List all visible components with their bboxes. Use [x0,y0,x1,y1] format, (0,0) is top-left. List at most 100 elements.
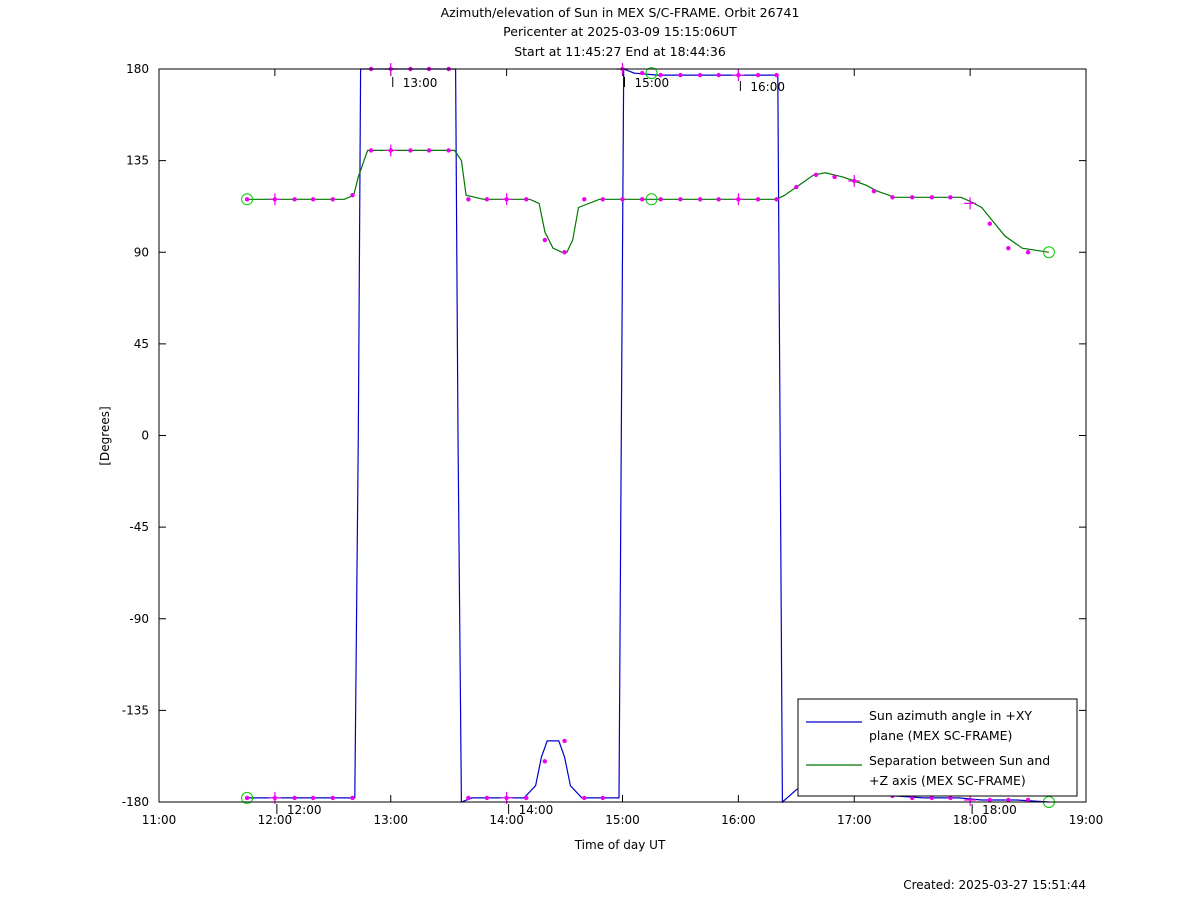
y-tick-labels: 180 135 90 45 0 -45 -90 -135 -180 [122,62,149,809]
x-tick-labels: 11:00 12:00 13:00 14:00 15:00 16:00 17:00 18:00… [142,813,1104,827]
dot-marker-29 [909,795,915,801]
x-tick-label-8: 19:00 [1069,813,1104,827]
dot-marker-56 [658,197,663,202]
dot-marker-4 [330,795,336,801]
marker-layer [241,63,1055,808]
created-timestamp: Created: 2025-03-27 15:51:44 [903,878,1086,892]
y-tick-label-0: 180 [126,62,149,76]
dot-marker-41 [368,148,374,153]
x-tick-label-4: 15:00 [605,813,640,827]
dot-marker-51 [562,250,567,255]
title-line-1: Azimuth/elevation of Sun in MEX S/C-FRAM… [441,5,800,20]
plus-marker-10 [964,197,977,210]
dot-marker-38 [310,197,316,202]
circle-marker-3 [645,67,658,80]
dot-marker-14 [524,795,529,801]
dot-marker-54 [620,197,625,202]
y-tick-label-8: -180 [122,795,149,809]
x-tick-label-6: 17:00 [837,813,872,827]
dot-marker-20 [639,70,645,76]
chart-title: Azimuth/elevation of Sun in MEX S/C-FRAM… [441,5,800,59]
x-tick-label-2: 13:00 [373,813,408,827]
dot-marker-11 [466,795,471,801]
dot-marker-37 [292,197,297,202]
dot-marker-23 [697,72,703,78]
circle-marker-4 [1042,246,1055,259]
dot-marker-52 [582,197,587,202]
dot-marker-39 [330,197,336,202]
y-tick-label-1: 135 [126,154,149,168]
dot-marker-3 [310,795,316,801]
plus-marker-9 [848,174,861,187]
y-tick-label-3: 45 [134,337,149,351]
legend: Sun azimuth angle in +XY plane (MEX SC-F… [797,698,1078,797]
legend-label-separation-1: Separation between Sun and [869,753,1050,768]
dot-marker-16 [562,738,567,744]
hour-label-4: 16:00 [750,80,785,94]
y-axis-label: [Degrees] [98,406,112,465]
dot-marker-27 [774,72,779,78]
dot-marker-22 [678,72,683,78]
x-tick-label-7: 18:00 [953,813,988,827]
x-tick-label-0: 11:00 [142,813,177,827]
hour-label-3: 15:00 [635,76,670,90]
y-tick-label-7: -135 [122,703,149,717]
legend-box [797,698,1078,797]
dot-marker-43 [408,148,413,153]
plot-frame [158,68,1087,803]
legend-label-separation-2: +Z axis (MEX SC-FRAME) [869,773,1026,788]
series-layer [247,68,1049,804]
dot-marker-72 [987,221,993,226]
dot-marker-47 [484,197,490,202]
plus-marker-8 [732,193,745,206]
dot-marker-15 [542,759,548,764]
x-tick-label-5: 16:00 [721,813,756,827]
legend-label-azimuth-2: plane (MEX SC-FRAME) [869,728,1012,743]
plus-marker-7 [732,69,745,82]
hour-label-1: 13:00 [403,76,438,90]
dot-marker-74 [1025,250,1031,255]
x-tick-label-1: 12:00 [258,813,293,827]
dot-marker-65 [832,174,837,180]
dot-marker-68 [890,195,895,200]
dot-marker-2 [292,795,297,801]
dot-marker-34 [1025,797,1031,803]
x-axis-label: Time of day UT [574,838,666,852]
hour-label-5: 18:00 [982,803,1017,817]
dot-marker-49 [524,197,529,202]
dot-marker-32 [987,797,993,803]
circle-marker-2 [645,193,658,206]
dot-marker-21 [658,72,663,78]
y-tick-label-5: -45 [129,520,149,534]
dot-marker-63 [794,184,799,190]
y-tick-label-2: 90 [134,245,149,259]
plus-marker-3 [384,144,397,157]
dot-marker-30 [929,795,935,801]
dot-marker-24 [716,72,721,78]
series-line-1 [247,149,1049,253]
dot-marker-12 [484,795,490,801]
dot-marker-67 [871,188,877,194]
y-tick-label-6: -90 [129,612,149,626]
y-tick-label-4: 0 [141,429,149,443]
dot-marker-40 [350,193,355,198]
x-tick-label-3: 14:00 [489,813,524,827]
hour-marker-layer: 12:00 13:00 14:00 15:00 16:00 18:00 [276,76,1017,817]
dot-marker-64 [813,172,819,178]
title-line-2: Pericenter at 2025-03-09 15:15:06UT [503,24,737,39]
dot-marker-71 [948,195,953,200]
plus-marker-2 [268,193,281,206]
dot-marker-62 [774,197,779,202]
dot-marker-73 [1006,245,1011,251]
dot-marker-69 [909,195,915,200]
dot-marker-0 [244,795,250,801]
series-line-0 [247,68,1049,804]
circle-marker-0 [241,193,254,206]
dot-marker-53 [600,197,606,202]
dot-marker-45 [446,148,451,153]
dot-marker-31 [948,795,953,801]
dot-marker-61 [755,197,761,202]
dot-marker-55 [639,197,645,202]
hour-label-0: 12:00 [287,803,322,817]
